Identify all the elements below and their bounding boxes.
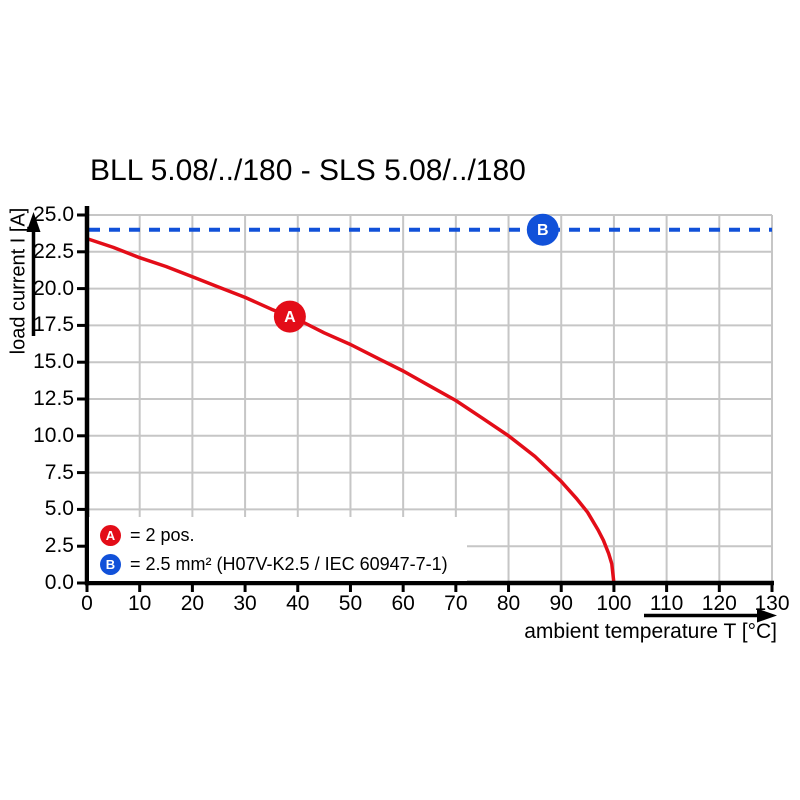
legend-marker-b-icon: B	[100, 554, 121, 575]
marker-b-letter: B	[537, 222, 549, 239]
legend-item-b: B = 2.5 mm² (H07V-K2.5 / IEC 60947-7-1)	[100, 554, 448, 575]
legend-marker-a-icon: A	[100, 525, 121, 546]
y-tick-label: 22.5	[33, 239, 74, 263]
x-tick-label: 50	[338, 592, 363, 615]
x-tick-label: 30	[233, 592, 257, 615]
marker-a-letter: A	[284, 309, 296, 326]
y-tick-label: 20.0	[33, 276, 74, 300]
marker-a	[273, 300, 306, 333]
x-tick-label: 130	[754, 592, 790, 615]
y-tick-label: 15.0	[33, 350, 74, 374]
legend: A = 2 pos. B = 2.5 mm² (H07V-K2.5 / IEC …	[89, 517, 467, 581]
legend-marker-a-letter: A	[105, 528, 116, 543]
y-tick-label: 0.0	[44, 571, 74, 594]
series-a-curve	[85, 236, 616, 585]
x-axis-arrow-head	[757, 608, 777, 623]
x-tick-label: 60	[391, 592, 415, 615]
x-tick-label: 70	[444, 592, 468, 615]
x-tick-label: 110	[649, 592, 684, 615]
y-tick-label: 25.0	[33, 203, 74, 226]
legend-marker-b-letter: B	[105, 557, 116, 572]
legend-item-b-text: = 2.5 mm² (H07V-K2.5 / IEC 60947-7-1)	[130, 554, 448, 574]
x-axis-label: ambient temperature T [°C]	[524, 620, 777, 643]
legend-item-a-text: = 2 pos.	[130, 525, 195, 545]
x-tick-label: 100	[596, 592, 632, 615]
y-tick-label: 5.0	[44, 497, 74, 521]
y-tick-label: 10.0	[33, 423, 74, 447]
x-tick-label: 40	[286, 592, 310, 615]
y-tick-label: 12.5	[33, 387, 74, 410]
x-tick-label: 10	[128, 592, 152, 615]
x-tick-label: 20	[180, 592, 205, 615]
x-tick-label: 0	[81, 592, 93, 615]
x-tick-label: 90	[549, 592, 573, 615]
marker-b	[526, 213, 559, 246]
legend-item-a: A = 2 pos.	[100, 525, 195, 546]
y-tick-label: 17.5	[33, 313, 74, 337]
y-axis-arrow-head	[26, 212, 41, 232]
x-tick-label: 120	[701, 592, 737, 615]
y-tick-label: 2.5	[44, 534, 74, 558]
chart-title: BLL 5.08/../180 - SLS 5.08/../180	[90, 154, 526, 187]
x-tick-label: 80	[496, 592, 521, 615]
y-tick-label: 7.5	[44, 460, 74, 484]
